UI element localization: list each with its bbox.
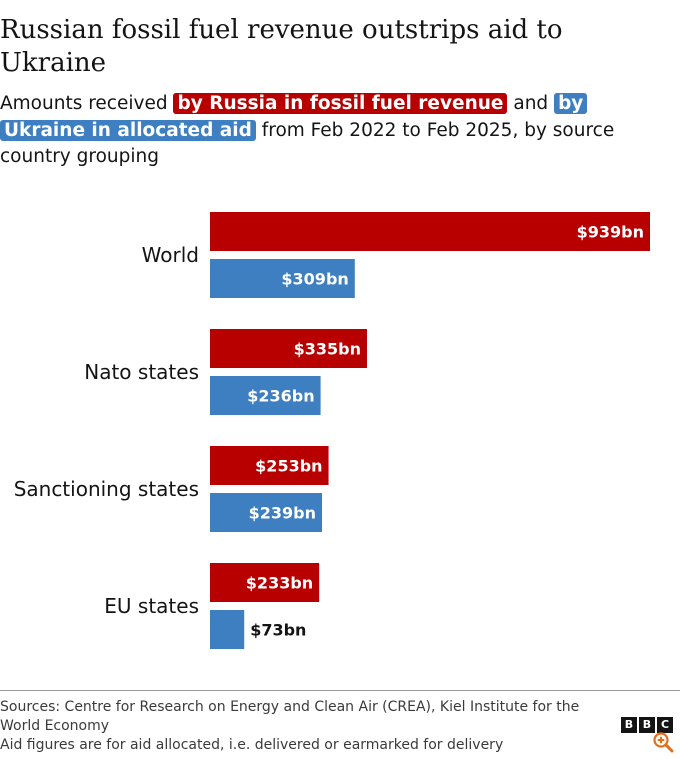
value-label-russia-eu-states: $233bn bbox=[246, 574, 313, 593]
bar-ukraine-eu-states bbox=[210, 610, 245, 649]
value-label-ukraine-eu-states: $73bn bbox=[250, 621, 306, 640]
chart-title: Russian fossil fuel revenue outstrips ai… bbox=[0, 15, 563, 78]
bbc-logo-letter-3: C bbox=[657, 717, 673, 733]
bar-russia-eu-states bbox=[210, 563, 320, 602]
chart-subtitle: Amounts received by Russia in fossil fue… bbox=[0, 91, 670, 171]
bar-russia-sanctioning-states bbox=[210, 446, 329, 485]
category-label-eu-states: EU states bbox=[104, 594, 199, 618]
chart-footer: Sources: Centre for Research on Energy a… bbox=[0, 698, 612, 755]
subtitle-text-end: from Feb 2022 to Feb 2025, by source cou… bbox=[0, 119, 615, 168]
sources-note: Sources: Centre for Research on Energy a… bbox=[0, 699, 580, 734]
legend-russia-highlight: by Russia in fossil fuel revenue bbox=[173, 93, 508, 114]
value-label-ukraine-sanctioning-states: $239bn bbox=[249, 504, 316, 523]
category-label-sanctioning-states: Sanctioning states bbox=[14, 477, 199, 501]
aid-definition-note: Aid figures are for aid allocated, i.e. … bbox=[0, 737, 504, 753]
bar-ukraine-world bbox=[210, 259, 355, 298]
bbc-logo-letter-2: B bbox=[639, 717, 655, 733]
footer-divider bbox=[0, 690, 680, 691]
bbc-logo-letter-1: B bbox=[621, 717, 637, 733]
category-label-nato-states: Nato states bbox=[84, 360, 199, 384]
subtitle-text-start: Amounts received bbox=[0, 93, 174, 114]
bbc-logo: B B C bbox=[621, 717, 673, 733]
value-label-ukraine-world: $309bn bbox=[281, 270, 348, 289]
bar-ukraine-sanctioning-states bbox=[210, 493, 322, 532]
value-label-russia-nato-states: $335bn bbox=[294, 340, 361, 359]
value-label-ukraine-nato-states: $236bn bbox=[247, 387, 314, 406]
bar-russia-world bbox=[210, 212, 650, 251]
bar-ukraine-nato-states bbox=[210, 376, 321, 415]
bar-chart: World $939bn $309bn Nato states $335bn $236bn… bbox=[14, 212, 650, 649]
value-label-russia-sanctioning-states: $253bn bbox=[255, 457, 322, 476]
value-label-russia-world: $939bn bbox=[577, 223, 644, 242]
category-label-world: World bbox=[142, 243, 199, 267]
bar-russia-nato-states bbox=[210, 329, 367, 368]
zoom-in-icon[interactable] bbox=[651, 730, 675, 754]
subtitle-text-mid: and bbox=[507, 93, 555, 114]
